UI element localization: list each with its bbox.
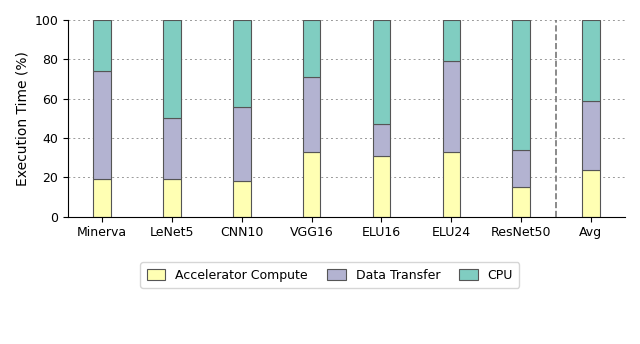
Bar — [303, 20, 321, 77]
Bar — [163, 179, 180, 217]
Bar — [513, 187, 530, 217]
Bar — [372, 156, 390, 217]
Bar — [443, 61, 460, 152]
Bar — [93, 71, 111, 179]
Bar — [372, 124, 390, 156]
Bar — [233, 181, 251, 217]
Bar — [513, 20, 530, 150]
Y-axis label: Execution Time (%): Execution Time (%) — [15, 51, 29, 186]
Legend: Accelerator Compute, Data Transfer, CPU: Accelerator Compute, Data Transfer, CPU — [141, 262, 519, 288]
Bar — [372, 20, 390, 124]
Bar — [582, 170, 600, 217]
Bar — [513, 150, 530, 187]
Bar — [163, 118, 180, 179]
Bar — [93, 179, 111, 217]
Bar — [233, 20, 251, 107]
Bar — [443, 20, 460, 61]
Bar — [582, 20, 600, 101]
Bar — [303, 77, 321, 152]
Bar — [303, 152, 321, 217]
Bar — [443, 152, 460, 217]
Bar — [233, 107, 251, 181]
Bar — [93, 20, 111, 71]
Bar — [582, 101, 600, 170]
Bar — [163, 20, 180, 118]
